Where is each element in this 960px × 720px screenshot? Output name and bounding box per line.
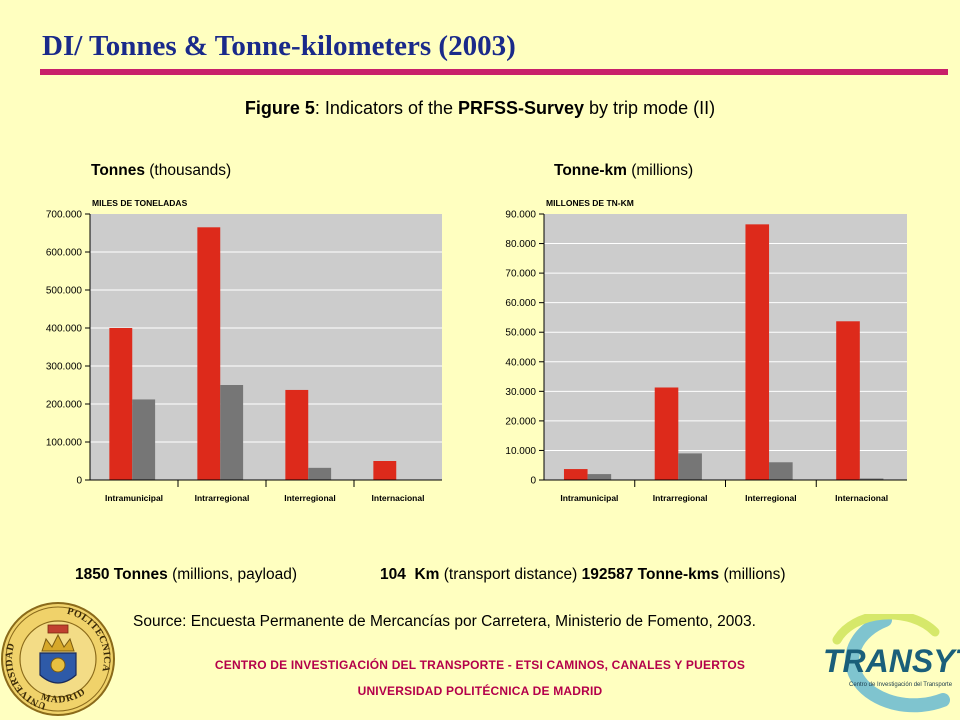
figure-label: Figure 5 <box>244 98 315 118</box>
stat-km-value: 104 Km <box>380 566 440 583</box>
left-chart-title-rest: (thousands) <box>144 162 232 179</box>
footer-university: UNIVERSIDAD POLITÉCNICA DE MADRID <box>357 684 603 698</box>
y-tick-label: 20.000 <box>505 416 536 427</box>
figure-text-1: : Indicators of the <box>314 98 458 118</box>
y-tick-label: 400.000 <box>46 324 83 335</box>
university-seal: UNIVERSIDAD POLITECNICA MADRID <box>1 602 115 716</box>
logo-wordmark: TRANSYT <box>823 643 960 679</box>
right-chart-title-rest: (millions) <box>626 162 694 179</box>
y-tick-label: 90.000 <box>505 210 536 221</box>
left-chart-title-bold: Tonnes <box>91 162 145 179</box>
chart-inner-title: MILLONES DE TN-KM <box>546 198 634 208</box>
stat-tkm-value: 192587 <box>581 566 634 583</box>
x-tick-label: Internacional <box>835 493 888 503</box>
y-tick-label: 50.000 <box>505 328 536 339</box>
chart-inner-title: MILES DE TONELADAS <box>92 198 188 208</box>
right-chart-title: Tonne-km (millions) <box>554 162 693 180</box>
x-tick-label: Intrarregional <box>653 493 708 503</box>
logo-tagline: Centro de Investigación del Transporte <box>849 682 953 688</box>
bar <box>308 467 332 480</box>
bar <box>220 385 244 480</box>
figure-text-2: by trip mode (II) <box>584 98 716 118</box>
y-tick-label: 0 <box>76 476 82 487</box>
right-chart-title-bold: Tonne-km <box>554 162 627 179</box>
y-tick-label: 60.000 <box>505 298 536 309</box>
y-tick-label: 100.000 <box>46 438 83 449</box>
y-tick-label: 300.000 <box>46 362 83 373</box>
y-tick-label: 600.000 <box>46 248 83 259</box>
stat-km-note: (transport distance) <box>439 566 582 583</box>
figure-caption: Figure 5: Indicators of the PRFSS-Survey… <box>0 98 960 119</box>
stat-tonnes-value: 1850 <box>75 566 110 583</box>
slide-title: DI/ Tonnes & Tonne-kilometers (2003) <box>42 30 516 62</box>
x-tick-label: Intramunicipal <box>560 493 618 503</box>
bar <box>745 224 770 480</box>
y-tick-label: 40.000 <box>505 357 536 368</box>
y-tick-label: 70.000 <box>505 269 536 280</box>
y-tick-label: 500.000 <box>46 286 83 297</box>
bar <box>197 227 221 480</box>
bar <box>836 321 860 480</box>
y-tick-label: 0 <box>530 476 536 487</box>
y-tick-label: 80.000 <box>505 239 536 250</box>
bar <box>563 469 588 480</box>
left-chart-title: Tonnes (thousands) <box>91 162 231 180</box>
x-tick-label: Intramunicipal <box>105 493 163 503</box>
bar <box>132 399 156 480</box>
stat-tonnes-note: (millions, payload) <box>167 566 297 583</box>
bar <box>769 462 793 480</box>
footer-institute: CENTRO DE INVESTIGACIÓN DEL TRANSPORTE -… <box>214 658 746 672</box>
x-tick-label: Interregional <box>745 493 796 503</box>
figure-survey-name: PRFSS-Survey <box>458 98 585 118</box>
bar <box>654 387 679 480</box>
y-tick-label: 200.000 <box>46 400 83 411</box>
stat-distance-tkm: 104 Km (transport distance) 192587 Tonne… <box>380 566 786 584</box>
bar <box>373 461 397 480</box>
stat-tkm-note: (millions) <box>719 566 786 583</box>
x-tick-label: Interregional <box>284 493 335 503</box>
transyt-logo: TRANSYT Centro de Investigación del Tran… <box>823 614 960 713</box>
stat-tonnes-label: Tonnes <box>113 566 168 583</box>
bar <box>109 328 133 480</box>
y-tick-label: 30.000 <box>505 387 536 398</box>
bar <box>859 478 884 480</box>
bar <box>678 453 702 480</box>
bar <box>285 389 309 480</box>
stat-tkm-label: Tonne-kms <box>637 566 720 583</box>
stat-tonnes: 1850 Tonnes (millions, payload) <box>75 566 297 584</box>
source-note: Source: Encuesta Permanente de Mercancía… <box>133 613 756 630</box>
y-tick-label: 700.000 <box>46 210 83 221</box>
bar <box>587 474 612 480</box>
x-tick-label: Internacional <box>372 493 425 503</box>
tonne-km-bar-chart: 0 10.000 20.000 30.000 40.000 50.000 60.000 70.… <box>505 198 907 503</box>
x-tick-label: Intrarregional <box>195 493 250 503</box>
y-tick-label: 10.000 <box>505 446 536 457</box>
tonnes-bar-chart: 0 100.000 200.000 300.000 400.000 500.000 600.… <box>46 198 442 503</box>
title-divider <box>40 69 948 75</box>
